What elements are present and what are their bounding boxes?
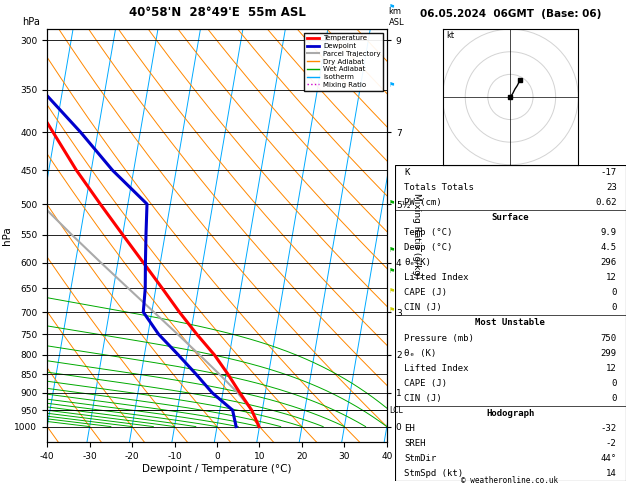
Text: CAPE (J): CAPE (J) — [404, 288, 447, 297]
Legend: Temperature, Dewpoint, Parcel Trajectory, Dry Adiabat, Wet Adiabat, Isotherm, Mi: Temperature, Dewpoint, Parcel Trajectory… — [304, 33, 383, 90]
Text: 0: 0 — [611, 303, 616, 312]
Text: PW (cm): PW (cm) — [404, 198, 442, 207]
Text: -17: -17 — [601, 168, 616, 177]
Text: CIN (J): CIN (J) — [404, 394, 442, 403]
Text: © weatheronline.co.uk: © weatheronline.co.uk — [461, 476, 558, 485]
Text: ⚑: ⚑ — [389, 307, 395, 313]
Text: ⚑: ⚑ — [389, 82, 395, 88]
Text: ⚑: ⚑ — [389, 200, 395, 206]
Text: Hodograph: Hodograph — [486, 409, 535, 418]
Text: 12: 12 — [606, 364, 616, 373]
Text: Totals Totals: Totals Totals — [404, 183, 474, 192]
Text: 9.9: 9.9 — [601, 228, 616, 237]
Text: ⚑: ⚑ — [389, 268, 395, 274]
Text: ⚑: ⚑ — [389, 3, 395, 10]
Text: 23: 23 — [606, 183, 616, 192]
Text: Lifted Index: Lifted Index — [404, 364, 469, 373]
Text: 0: 0 — [611, 288, 616, 297]
Text: 06.05.2024  06GMT  (Base: 06): 06.05.2024 06GMT (Base: 06) — [420, 9, 601, 19]
Text: Surface: Surface — [492, 213, 529, 222]
Y-axis label: Mixing Ratio (g/kg): Mixing Ratio (g/kg) — [413, 193, 421, 278]
Text: CAPE (J): CAPE (J) — [404, 379, 447, 388]
Text: EH: EH — [404, 424, 415, 433]
Text: 296: 296 — [601, 258, 616, 267]
Text: SREH: SREH — [404, 439, 426, 448]
Text: θₑ(K): θₑ(K) — [404, 258, 431, 267]
Text: 14: 14 — [606, 469, 616, 478]
Text: StmDir: StmDir — [404, 454, 437, 463]
Text: 299: 299 — [601, 348, 616, 358]
Text: kt: kt — [446, 31, 454, 40]
Text: hPa: hPa — [22, 17, 40, 27]
Text: Most Unstable: Most Unstable — [476, 318, 545, 328]
Text: CIN (J): CIN (J) — [404, 303, 442, 312]
Text: Pressure (mb): Pressure (mb) — [404, 333, 474, 343]
Y-axis label: hPa: hPa — [2, 226, 12, 245]
Text: 44°: 44° — [601, 454, 616, 463]
Text: km
ASL: km ASL — [389, 7, 404, 27]
Text: ⚑: ⚑ — [389, 247, 395, 253]
Text: StmSpd (kt): StmSpd (kt) — [404, 469, 464, 478]
Text: 0: 0 — [611, 394, 616, 403]
Text: θₑ (K): θₑ (K) — [404, 348, 437, 358]
Text: 4.5: 4.5 — [601, 243, 616, 252]
Text: 0.62: 0.62 — [595, 198, 616, 207]
Text: Dewp (°C): Dewp (°C) — [404, 243, 453, 252]
Text: LCL: LCL — [389, 406, 403, 415]
Text: Lifted Index: Lifted Index — [404, 273, 469, 282]
Text: K: K — [404, 168, 409, 177]
Text: 750: 750 — [601, 333, 616, 343]
Text: ⚑: ⚑ — [389, 288, 395, 295]
Text: Temp (°C): Temp (°C) — [404, 228, 453, 237]
Text: 0: 0 — [611, 379, 616, 388]
Text: 12: 12 — [606, 273, 616, 282]
Text: 40°58'N  28°49'E  55m ASL: 40°58'N 28°49'E 55m ASL — [128, 6, 306, 19]
Text: -32: -32 — [601, 424, 616, 433]
X-axis label: Dewpoint / Temperature (°C): Dewpoint / Temperature (°C) — [142, 464, 292, 474]
Text: -2: -2 — [606, 439, 616, 448]
